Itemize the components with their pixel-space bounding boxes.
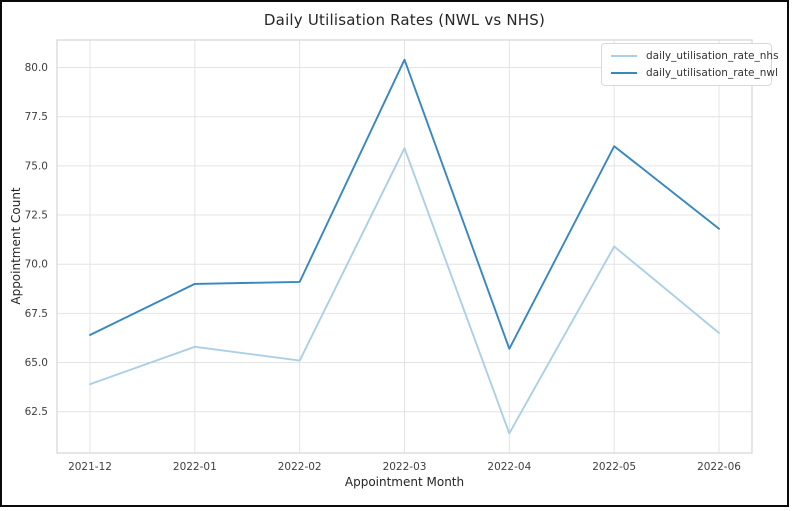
legend-entry-nhs: daily_utilisation_rate_nhs (611, 50, 779, 62)
x-tick-label: 2022-04 (487, 461, 531, 473)
x-tick-label: 2022-06 (697, 461, 741, 473)
y-axis-label: Appointment Count (9, 187, 23, 305)
y-tick-label: 80.0 (25, 62, 48, 74)
legend-entry-nwl: daily_utilisation_rate_nwl (611, 67, 778, 79)
y-tick-label: 77.5 (25, 111, 48, 123)
legend-label-nhs: daily_utilisation_rate_nhs (646, 50, 779, 62)
x-tick-label: 2022-05 (592, 461, 636, 473)
legend-label-nwl: daily_utilisation_rate_nwl (646, 67, 778, 79)
y-tick-label: 67.5 (25, 308, 48, 320)
legend: daily_utilisation_rate_nhs daily_utilisa… (601, 43, 779, 86)
x-axis-label: Appointment Month (344, 475, 465, 489)
y-tick-label: 72.5 (25, 210, 48, 222)
x-tick-label: 2021-12 (68, 461, 112, 473)
series-line-nhs (89, 147, 720, 435)
series-line-nwl (89, 58, 720, 350)
y-tick-label: 75.0 (25, 160, 48, 172)
y-tick-label: 65.0 (25, 357, 48, 369)
legend-line-nhs-icon (611, 55, 637, 57)
x-tick-label: 2022-01 (173, 461, 217, 473)
legend-line-nwl-icon (611, 72, 637, 74)
x-tick-label: 2022-03 (383, 461, 427, 473)
plot-border (56, 39, 753, 454)
chart-title: Daily Utilisation Rates (NWL vs NHS) (263, 11, 546, 29)
x-tick-label: 2022-02 (278, 461, 322, 473)
y-tick-label: 62.5 (25, 406, 48, 418)
y-tick-label: 70.0 (25, 259, 48, 271)
